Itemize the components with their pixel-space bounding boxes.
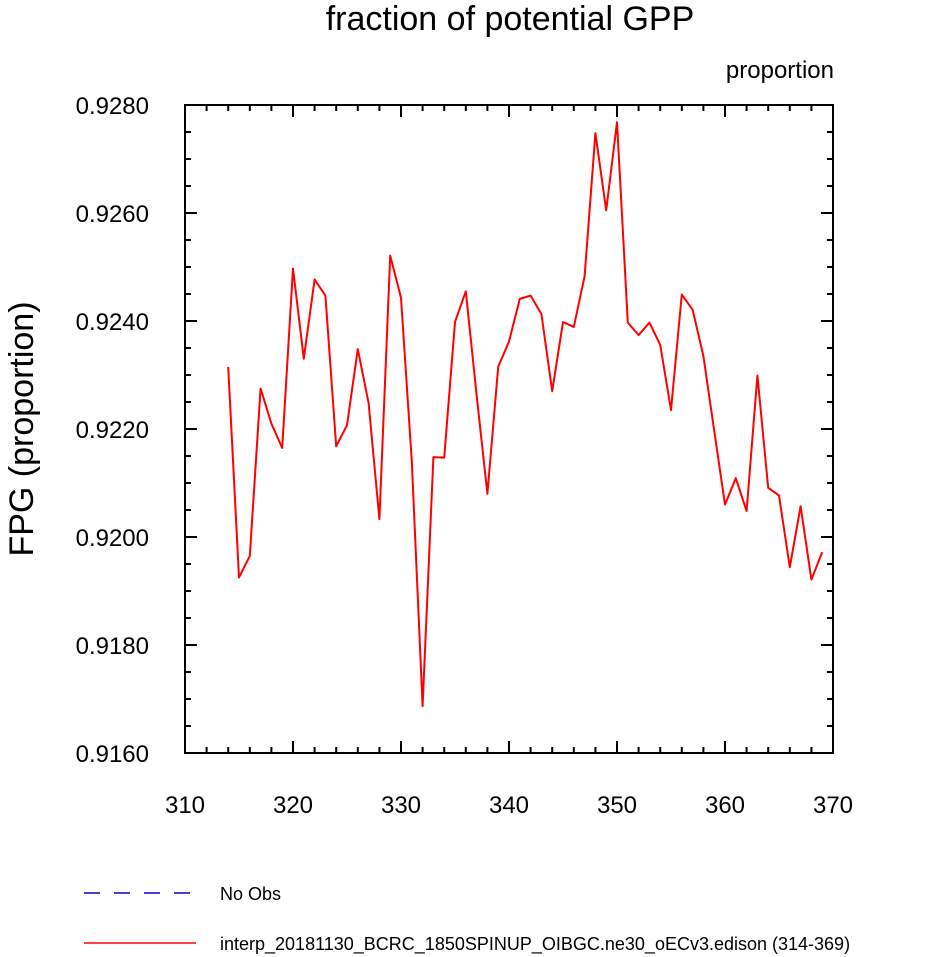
chart-title: fraction of potential GPP xyxy=(326,0,695,38)
y-tick-label: 0.9240 xyxy=(76,309,149,336)
y-tick-label: 0.9200 xyxy=(76,525,149,552)
series-line xyxy=(227,121,824,708)
y-tick-label: 0.9220 xyxy=(76,417,149,444)
series-layer xyxy=(227,121,824,708)
legend: No Obs interp_20181130_BCRC_1850SPINUP_OI… xyxy=(84,884,850,955)
x-tick-label: 320 xyxy=(273,792,313,819)
x-tick-label: 350 xyxy=(597,792,637,819)
x-tick-label: 360 xyxy=(705,792,745,819)
y-tick-label: 0.9260 xyxy=(76,201,149,228)
tick-layer: 310 320 330 340 350 360 370 0.9160 0.9180 0.9200 0… xyxy=(76,93,853,819)
units-label: proportion xyxy=(726,57,834,84)
x-tick-label: 330 xyxy=(381,792,421,819)
legend-label: No Obs xyxy=(220,884,281,904)
y-tick-label: 0.9160 xyxy=(76,741,149,768)
y-tick-label: 0.9180 xyxy=(76,633,149,660)
plot-frame xyxy=(184,104,834,754)
legend-label: interp_20181130_BCRC_1850SPINUP_OIBGC.ne… xyxy=(220,934,850,955)
y-axis-label: FPG (proportion) xyxy=(3,301,41,556)
x-tick-label: 340 xyxy=(489,792,529,819)
x-tick-label: 310 xyxy=(165,792,205,819)
x-tick-label: 370 xyxy=(813,792,853,819)
y-tick-label: 0.9280 xyxy=(76,93,149,120)
